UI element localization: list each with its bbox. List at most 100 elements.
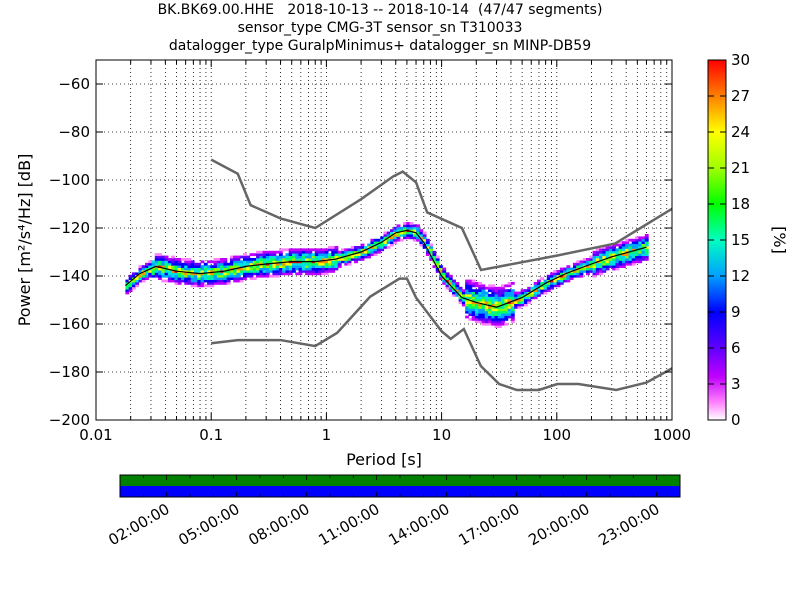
psd-cell: [158, 258, 162, 261]
psd-cell: [586, 270, 590, 273]
psd-cell: [125, 286, 130, 290]
psd-cell: [641, 253, 646, 256]
psd-cell: [334, 260, 339, 264]
psd-cell: [210, 267, 215, 271]
psd-cell: [272, 265, 277, 268]
psd-cell: [621, 248, 626, 252]
psd-cell: [324, 248, 329, 252]
psd-cell: [468, 310, 473, 314]
psd-cell: [605, 246, 610, 249]
psd-cell: [344, 255, 349, 259]
psd-cell: [161, 260, 166, 264]
psd-cell: [572, 265, 577, 268]
psd-cell: [484, 313, 489, 316]
psd-cell: [631, 258, 636, 261]
psd-cell: [292, 270, 296, 273]
psd-cell: [494, 298, 499, 302]
psd-cell: [360, 255, 365, 259]
psd-cell: [589, 258, 594, 261]
psd-cell: [158, 265, 162, 268]
psd-cell: [311, 253, 316, 256]
psd-cell: [148, 272, 153, 276]
psd-cell: [504, 298, 509, 302]
psd-cell: [236, 265, 241, 268]
psd-cell: [589, 270, 594, 273]
psd-cell: [465, 303, 470, 307]
y-tick-label: −180: [49, 363, 90, 381]
psd-cell: [474, 294, 479, 297]
psd-cell: [543, 289, 548, 292]
psd-cell: [396, 236, 401, 240]
psd-cell: [452, 291, 456, 295]
psd-cell: [190, 267, 195, 271]
psd-cell: [383, 243, 388, 247]
psd-cell: [621, 250, 626, 254]
psd-cell: [527, 294, 532, 297]
psd-cell: [494, 294, 499, 297]
psd-cell: [393, 241, 398, 244]
psd-cell: [628, 246, 633, 249]
psd-cell: [236, 260, 241, 264]
psd-cell: [468, 296, 473, 300]
psd-cell: [180, 272, 185, 276]
psd-cell: [295, 248, 300, 252]
y-tick-label: −200: [49, 411, 90, 429]
psd-cell: [308, 270, 313, 273]
psd-cell: [275, 267, 280, 271]
psd-cell: [533, 291, 538, 295]
psd-cell: [514, 291, 519, 295]
psd-cell: [311, 258, 316, 261]
psd-cell: [370, 238, 375, 242]
psd-cell: [131, 286, 136, 290]
psd-cell: [311, 262, 316, 266]
psd-cell: [148, 265, 153, 268]
psd-cell: [197, 267, 202, 271]
psd-cell: [478, 294, 483, 297]
psd-cell: [484, 306, 489, 309]
psd-cell: [478, 301, 483, 304]
psd-cell: [399, 226, 404, 230]
psd-cell: [543, 286, 548, 290]
psd-cell: [164, 262, 169, 266]
psd-cell: [625, 246, 630, 249]
y-tick-label: −160: [49, 315, 90, 333]
colorbar-tick-label: 12: [731, 267, 750, 285]
psd-cell: [327, 262, 332, 266]
psd-cell: [158, 255, 162, 259]
psd-cell: [474, 298, 479, 302]
psd-cell: [615, 260, 620, 264]
timeline-tick-label: 20:00:00: [525, 500, 592, 549]
psd-cell: [256, 262, 260, 266]
psd-cell: [497, 318, 502, 321]
psd-cell: [425, 241, 430, 244]
psd-cell: [233, 274, 238, 278]
colorbar: 0 3 6 9 12 15 18 21 24 27 30: [707, 51, 750, 429]
psd-cell: [396, 238, 401, 242]
psd-cell: [295, 262, 300, 266]
psd-cell: [161, 272, 166, 276]
psd-cell: [151, 260, 156, 264]
psd-cell: [331, 267, 336, 271]
psd-cell: [167, 279, 172, 283]
psd-cell: [422, 246, 427, 249]
psd-cell: [259, 272, 264, 276]
psd-cell: [167, 262, 172, 266]
psd-cell: [292, 248, 296, 252]
psd-cell: [207, 282, 211, 285]
psd-cell: [553, 284, 558, 288]
psd-cell: [308, 262, 313, 266]
psd-cell: [638, 258, 643, 261]
psd-cell: [383, 236, 388, 240]
psd-cell: [474, 318, 479, 321]
psd-cell: [635, 253, 639, 256]
psd-cell: [272, 262, 277, 266]
psd-cell: [301, 258, 306, 261]
psd-cell: [615, 248, 620, 252]
psd-cell: [194, 277, 198, 280]
psd-cell: [174, 262, 179, 266]
psd-cell: [350, 255, 355, 259]
psd-cell: [275, 272, 280, 276]
colorbar-tick-label: 24: [731, 123, 750, 141]
psd-cell: [220, 262, 225, 266]
psd-cell: [507, 298, 512, 302]
